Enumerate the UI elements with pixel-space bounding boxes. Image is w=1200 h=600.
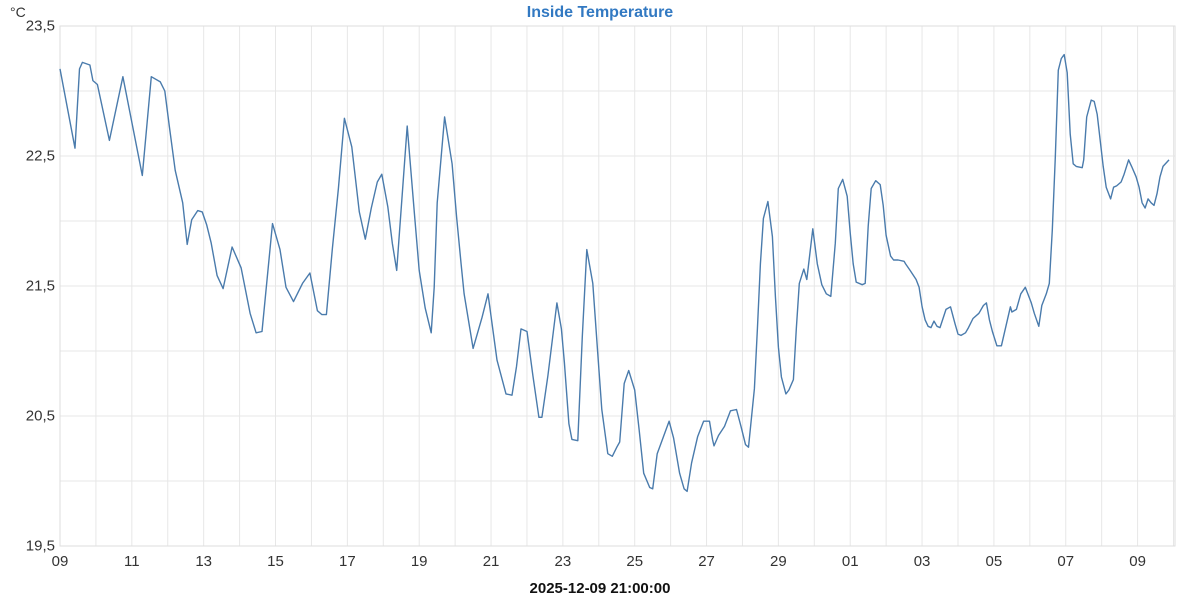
- x-tick-label: 19: [410, 553, 428, 570]
- x-tick-label: 09: [1129, 553, 1146, 570]
- y-tick-label: 20,5: [25, 407, 55, 425]
- x-tick-label: 07: [1057, 553, 1075, 570]
- y-tick-label: 23,5: [25, 17, 55, 35]
- x-axis-date-label: 2025-12-09 21:00:00: [529, 580, 671, 597]
- x-tick-label: 27: [698, 553, 715, 570]
- x-tick-label: 01: [841, 553, 859, 570]
- y-tick-label: 21,5: [25, 277, 55, 295]
- x-tick-label: 23: [554, 553, 572, 570]
- x-tick-label: 17: [339, 553, 356, 570]
- temperature-line: [59, 53, 1170, 493]
- x-tick-label: 25: [626, 553, 644, 570]
- chart-title: Inside Temperature: [526, 4, 674, 21]
- y-tick-label: 22,5: [25, 147, 55, 165]
- y-tick-label: 19,5: [25, 537, 55, 555]
- x-tick-label: 21: [482, 553, 500, 570]
- x-tick-label: 05: [985, 553, 1003, 570]
- x-tick-label: 11: [124, 553, 140, 570]
- x-tick-label: 15: [267, 553, 284, 570]
- plot-border: [59, 25, 1176, 547]
- x-tick-label: 09: [51, 553, 69, 570]
- x-tick-label: 13: [195, 553, 213, 570]
- x-tick-label: 03: [913, 553, 931, 570]
- x-tick-label: 29: [770, 553, 787, 570]
- celsius-unit-label: °C: [10, 4, 26, 20]
